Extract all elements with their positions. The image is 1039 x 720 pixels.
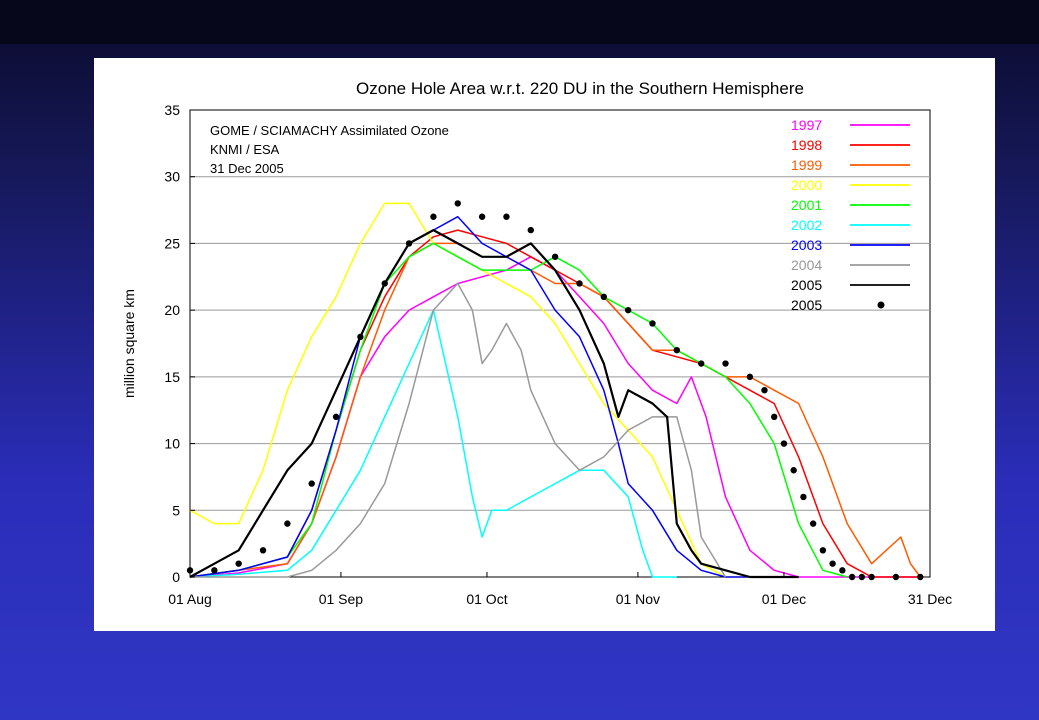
series-2003-line xyxy=(189,215,799,578)
x-tick-label: 31 Dec xyxy=(908,591,952,607)
y-tick-label: 0 xyxy=(172,569,180,585)
y-tick-label: 25 xyxy=(164,235,180,251)
data-point xyxy=(454,200,461,207)
chart-panel: 0 5 10 15 20 25 30 35 01 Aug 01 Sep 01 Oct 01 Nov 01… xyxy=(94,58,995,631)
annotation-agency: KNMI / ESA xyxy=(210,142,280,157)
x-tick-label: 01 Oct xyxy=(466,591,507,607)
data-point xyxy=(211,567,218,574)
annotation-source: GOME / SCIAMACHY Assimilated Ozone xyxy=(210,123,449,138)
series-1999-line xyxy=(189,242,921,578)
data-point xyxy=(868,573,875,581)
series-2000-line xyxy=(189,202,775,578)
legend-label-1997: 1997 xyxy=(791,117,822,133)
data-point xyxy=(235,560,242,567)
chart-title: Ozone Hole Area w.r.t. 220 DU in the Sou… xyxy=(356,79,804,98)
series-2002-line xyxy=(189,309,677,578)
legend-label-2005: 2005 xyxy=(791,297,822,313)
data-point xyxy=(332,413,340,421)
data-point xyxy=(829,560,836,567)
legend-label-2003: 2003 xyxy=(791,237,822,253)
data-point xyxy=(790,467,797,474)
annotation-date: 31 Dec 2005 xyxy=(210,161,284,176)
data-point xyxy=(624,306,632,314)
data-point xyxy=(761,387,768,394)
y-tick-label: 35 xyxy=(164,102,180,118)
y-axis-label: million square km xyxy=(121,289,137,398)
data-point xyxy=(800,493,807,501)
data-point xyxy=(917,573,924,581)
legend: 1997 1998 1999 2000 2001 2002 2003 2004 2005 2005 xyxy=(791,117,910,313)
plot-frame xyxy=(189,109,931,578)
data-point xyxy=(649,320,656,327)
data-point xyxy=(600,293,608,300)
data-point xyxy=(308,480,315,487)
data-point xyxy=(527,226,534,234)
legend-label-2000: 2000 xyxy=(791,177,822,193)
data-point xyxy=(858,573,866,581)
grid xyxy=(190,176,930,511)
top-bar xyxy=(0,0,1039,44)
data-point xyxy=(722,360,729,367)
data-point xyxy=(430,213,437,220)
ticks: 0 5 10 15 20 25 30 35 01 Aug 01 Sep 01 Oct 01 Nov 01… xyxy=(164,102,952,607)
legend-label-2002: 2002 xyxy=(791,217,822,233)
data-point xyxy=(697,360,705,367)
x-tick-label: 01 Dec xyxy=(762,591,806,607)
data-point xyxy=(771,413,778,421)
legend-label-2004: 2004 xyxy=(791,257,822,273)
x-tick-label: 01 Aug xyxy=(168,591,212,607)
data-point xyxy=(284,520,291,527)
data-point xyxy=(673,346,681,354)
legend-label-2005: 2005 xyxy=(791,277,822,293)
legend-label-2001: 2001 xyxy=(791,197,822,213)
legend-label-1998: 1998 xyxy=(791,137,822,153)
y-tick-label: 20 xyxy=(164,302,180,318)
series-2005-dots xyxy=(186,200,924,581)
data-point xyxy=(478,213,486,220)
data-point xyxy=(746,373,754,381)
data-point xyxy=(259,547,267,554)
x-tick-label: 01 Sep xyxy=(319,591,364,607)
data-point xyxy=(357,333,364,341)
data-point xyxy=(186,567,194,574)
legend-label-1999: 1999 xyxy=(791,157,822,173)
y-tick-label: 30 xyxy=(164,169,180,185)
series-layer xyxy=(186,200,924,581)
y-tick-label: 15 xyxy=(164,369,180,385)
series-2004-line xyxy=(190,282,727,578)
data-point xyxy=(780,440,788,447)
ozone-hole-chart: 0 5 10 15 20 25 30 35 01 Aug 01 Sep 01 Oct 01 Nov 01… xyxy=(121,79,952,607)
data-point xyxy=(551,253,559,260)
series-2005-line xyxy=(189,229,799,579)
data-point xyxy=(405,240,413,247)
data-point xyxy=(819,547,827,554)
data-point xyxy=(892,573,900,581)
data-point xyxy=(503,213,510,220)
data-point xyxy=(848,573,856,581)
data-point xyxy=(576,280,583,287)
data-point xyxy=(809,520,817,527)
y-tick-label: 5 xyxy=(172,502,180,518)
data-point xyxy=(839,567,846,574)
data-point xyxy=(381,280,388,287)
legend-swatch-dot xyxy=(877,301,885,309)
y-tick-label: 10 xyxy=(164,436,180,452)
x-tick-label: 01 Nov xyxy=(616,591,660,607)
series-2001-line xyxy=(189,242,848,578)
